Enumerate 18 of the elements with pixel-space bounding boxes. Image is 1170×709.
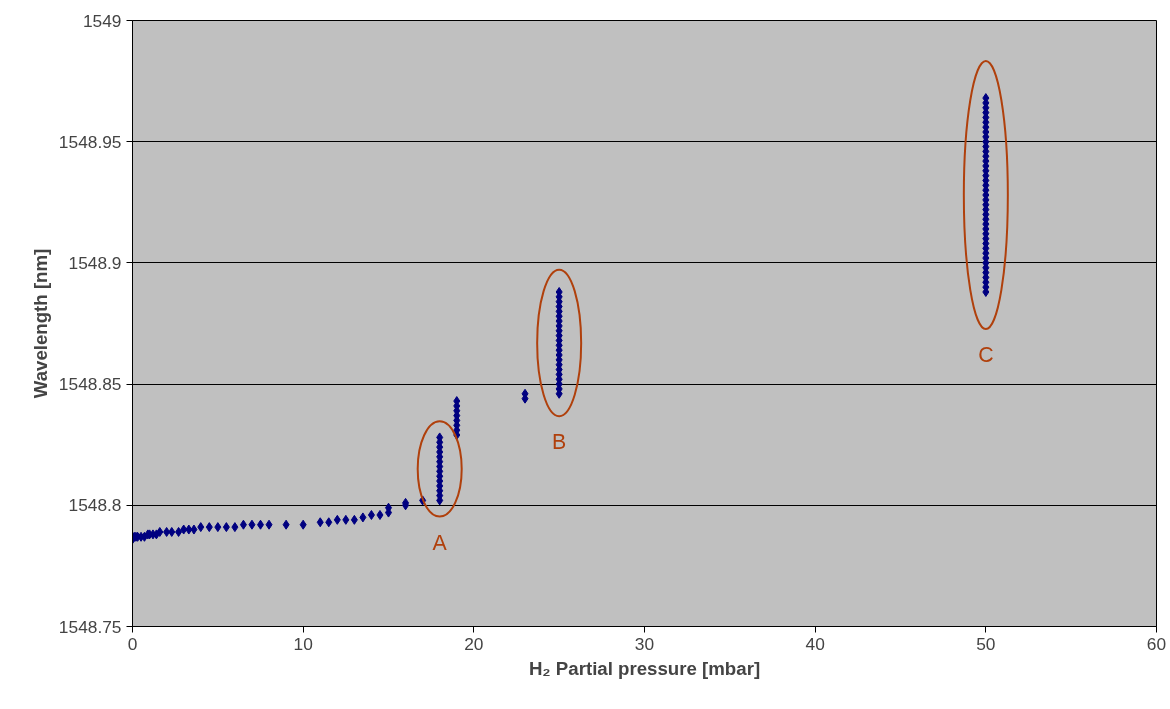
y-tick-label: 1548.8 [68, 495, 122, 516]
x-tick-label: 10 [293, 633, 313, 654]
annotation: B [552, 430, 567, 455]
y-axis-title: Wavelength [nm] [29, 248, 51, 399]
x-tick-label: 30 [634, 633, 655, 654]
x-tick-label: 0 [127, 633, 138, 654]
y-tick-label: 1548.95 [58, 131, 122, 152]
x-tick-label: 20 [464, 633, 484, 654]
y-tick-label: 1548.75 [58, 616, 122, 637]
x-tick-label: 40 [805, 633, 825, 654]
x-tick-label: 50 [976, 633, 996, 654]
annotation: A [432, 530, 448, 555]
y-tick-label: 1548.9 [68, 252, 122, 273]
y-tick-label: 1549 [82, 10, 122, 31]
y-tick-label: 1548.85 [58, 374, 122, 395]
x-tick-label: 60 [1146, 633, 1167, 654]
annotation: C [978, 343, 994, 368]
x-axis-title: H₂ Partial pressure [mbar] [528, 657, 761, 679]
